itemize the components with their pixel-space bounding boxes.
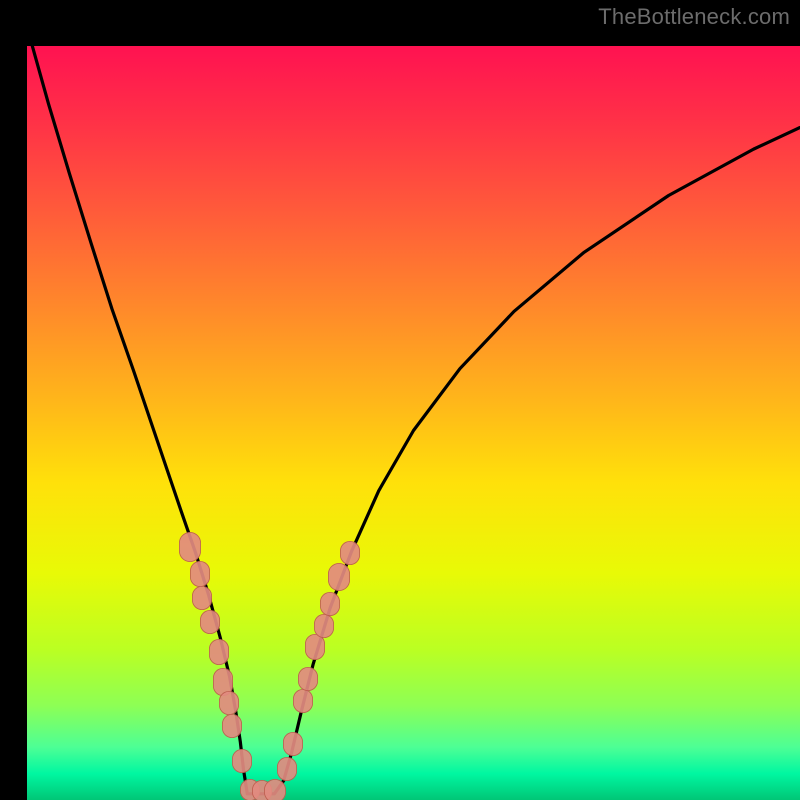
scatter-point (232, 749, 252, 773)
scatter-point (340, 541, 360, 565)
scatter-point (222, 714, 242, 738)
scatter-point (209, 639, 229, 665)
plot-area (27, 27, 800, 800)
scatter-layer (27, 27, 800, 800)
scatter-point (264, 779, 286, 800)
scatter-point (328, 563, 350, 591)
scatter-point (283, 732, 303, 756)
scatter-point (190, 561, 210, 587)
scatter-point (320, 592, 340, 616)
scatter-point (192, 586, 212, 610)
scatter-point (298, 667, 318, 691)
scatter-point (314, 614, 334, 638)
scatter-point (200, 610, 220, 634)
scatter-point (277, 757, 297, 781)
scatter-point (179, 532, 201, 562)
scatter-point (293, 689, 313, 713)
chart-canvas: TheBottleneck.com (0, 0, 800, 800)
scatter-point (219, 691, 239, 715)
